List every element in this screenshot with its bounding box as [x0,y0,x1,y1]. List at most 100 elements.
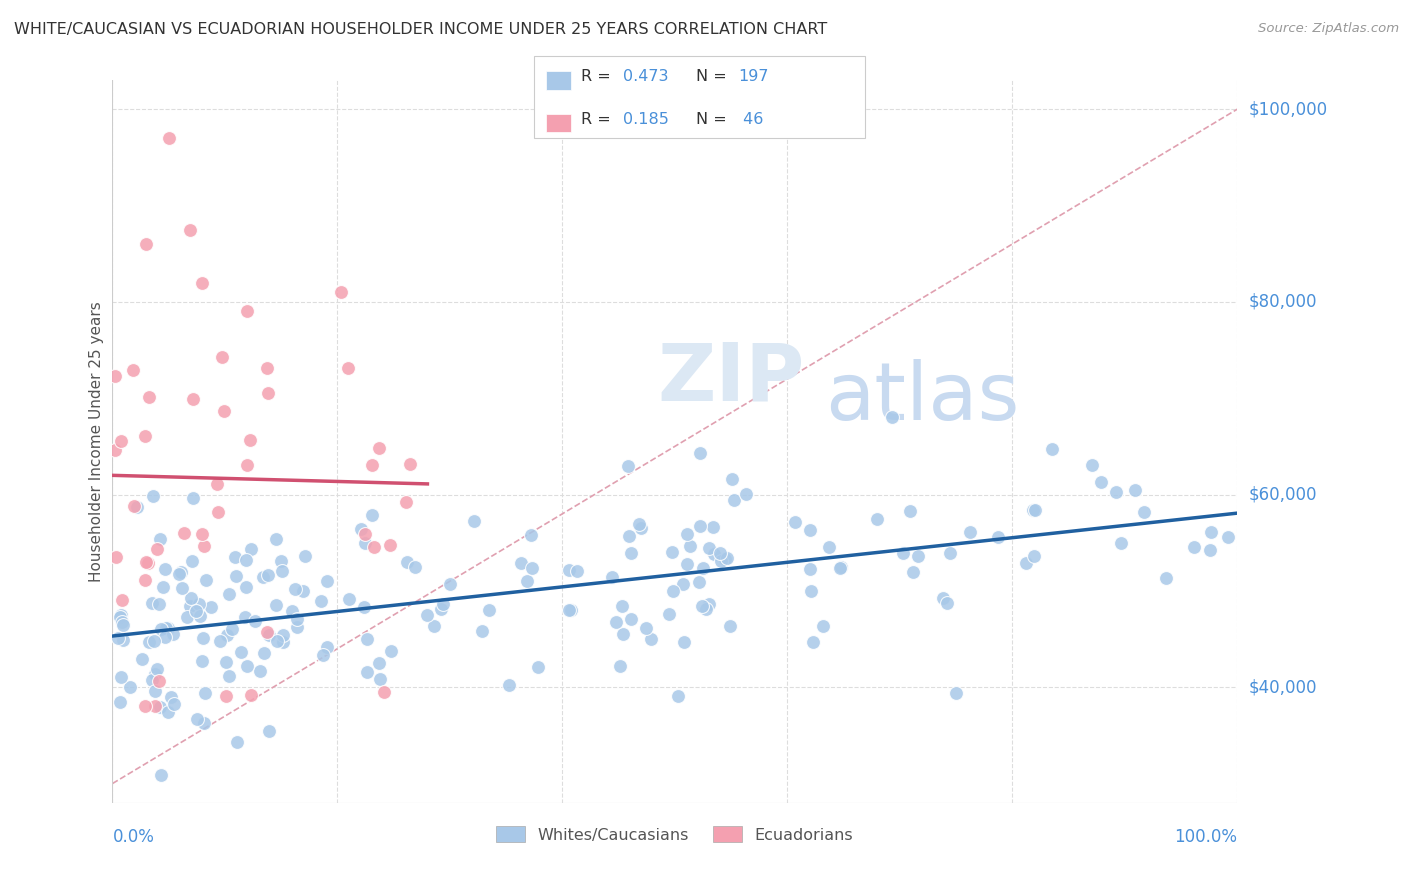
Point [783,516,806,530]
Point [155,621,177,635]
Point [215,656,238,670]
Point [640,632,662,647]
Point [186,712,208,726]
Point [239,688,262,702]
Point [558,603,581,617]
Point [316,640,339,654]
Point [478,603,501,617]
Point [368,441,391,455]
Point [266,599,288,613]
Point [118,680,141,694]
Point [138,391,160,405]
Point [360,508,382,522]
Point [212,404,235,418]
Point [396,555,419,569]
Point [142,489,165,503]
Point [891,546,914,560]
Point [356,632,378,646]
Point [136,556,159,570]
Point [945,686,967,700]
Point [149,768,172,782]
Point [356,665,378,679]
Point [697,541,720,555]
Point [167,567,190,582]
Point [679,539,702,553]
Point [350,523,373,537]
Point [1024,502,1046,516]
Point [695,602,717,616]
Text: $100,000: $100,000 [1249,100,1327,118]
Point [231,645,253,659]
Point [735,487,758,501]
Point [315,574,337,588]
Point [709,554,731,568]
Point [368,657,391,671]
Point [830,559,852,574]
Point [257,628,280,642]
Point [152,581,174,595]
Point [110,695,132,709]
Point [110,670,132,684]
Point [602,570,624,584]
Text: 197: 197 [738,69,769,84]
Point [880,410,903,425]
Point [661,545,683,559]
Point [471,624,494,638]
Point [498,678,520,692]
Point [399,457,422,471]
Point [134,699,156,714]
Point [181,491,204,506]
Point [153,630,176,644]
Point [107,631,129,645]
Point [309,593,332,607]
Point [605,615,627,629]
Point [692,560,714,574]
Point [271,635,294,649]
Point [271,564,294,578]
Point [828,560,851,574]
Point [716,550,738,565]
Point [703,548,725,562]
Point [721,472,744,486]
Point [256,360,278,375]
Point [907,549,929,563]
Point [404,559,426,574]
Point [898,503,921,517]
Point [193,686,215,700]
Point [225,569,247,583]
Point [179,223,201,237]
Point [217,628,239,642]
Point [672,577,695,591]
Point [612,599,634,613]
Point [148,532,170,546]
Point [1216,531,1239,545]
Point [799,562,821,576]
Point [157,131,180,145]
Point [145,662,167,676]
Point [718,618,741,632]
Point [170,581,193,595]
Point [939,546,962,560]
Point [689,519,711,533]
Point [565,564,588,578]
Point [193,716,215,731]
Text: WHITE/CAUCASIAN VS ECUADORIAN HOUSEHOLDER INCOME UNDER 25 YEARS CORRELATION CHAR: WHITE/CAUCASIAN VS ECUADORIAN HOUSEHOLDE… [14,22,827,37]
Point [281,604,304,618]
Point [235,580,257,594]
Point [111,593,134,607]
Point [259,724,281,739]
Text: $40,000: $40,000 [1249,678,1317,696]
Point [143,666,166,681]
Point [439,576,461,591]
Point [211,350,233,364]
Point [138,634,160,648]
Point [463,514,485,528]
Point [285,620,308,634]
Point [141,596,163,610]
Point [558,563,581,577]
Point [285,612,308,626]
Point [361,458,384,472]
Point [240,541,263,556]
Legend: Whites/Caucasians, Ecuadorians: Whites/Caucasians, Ecuadorians [489,820,860,849]
Point [236,304,259,318]
